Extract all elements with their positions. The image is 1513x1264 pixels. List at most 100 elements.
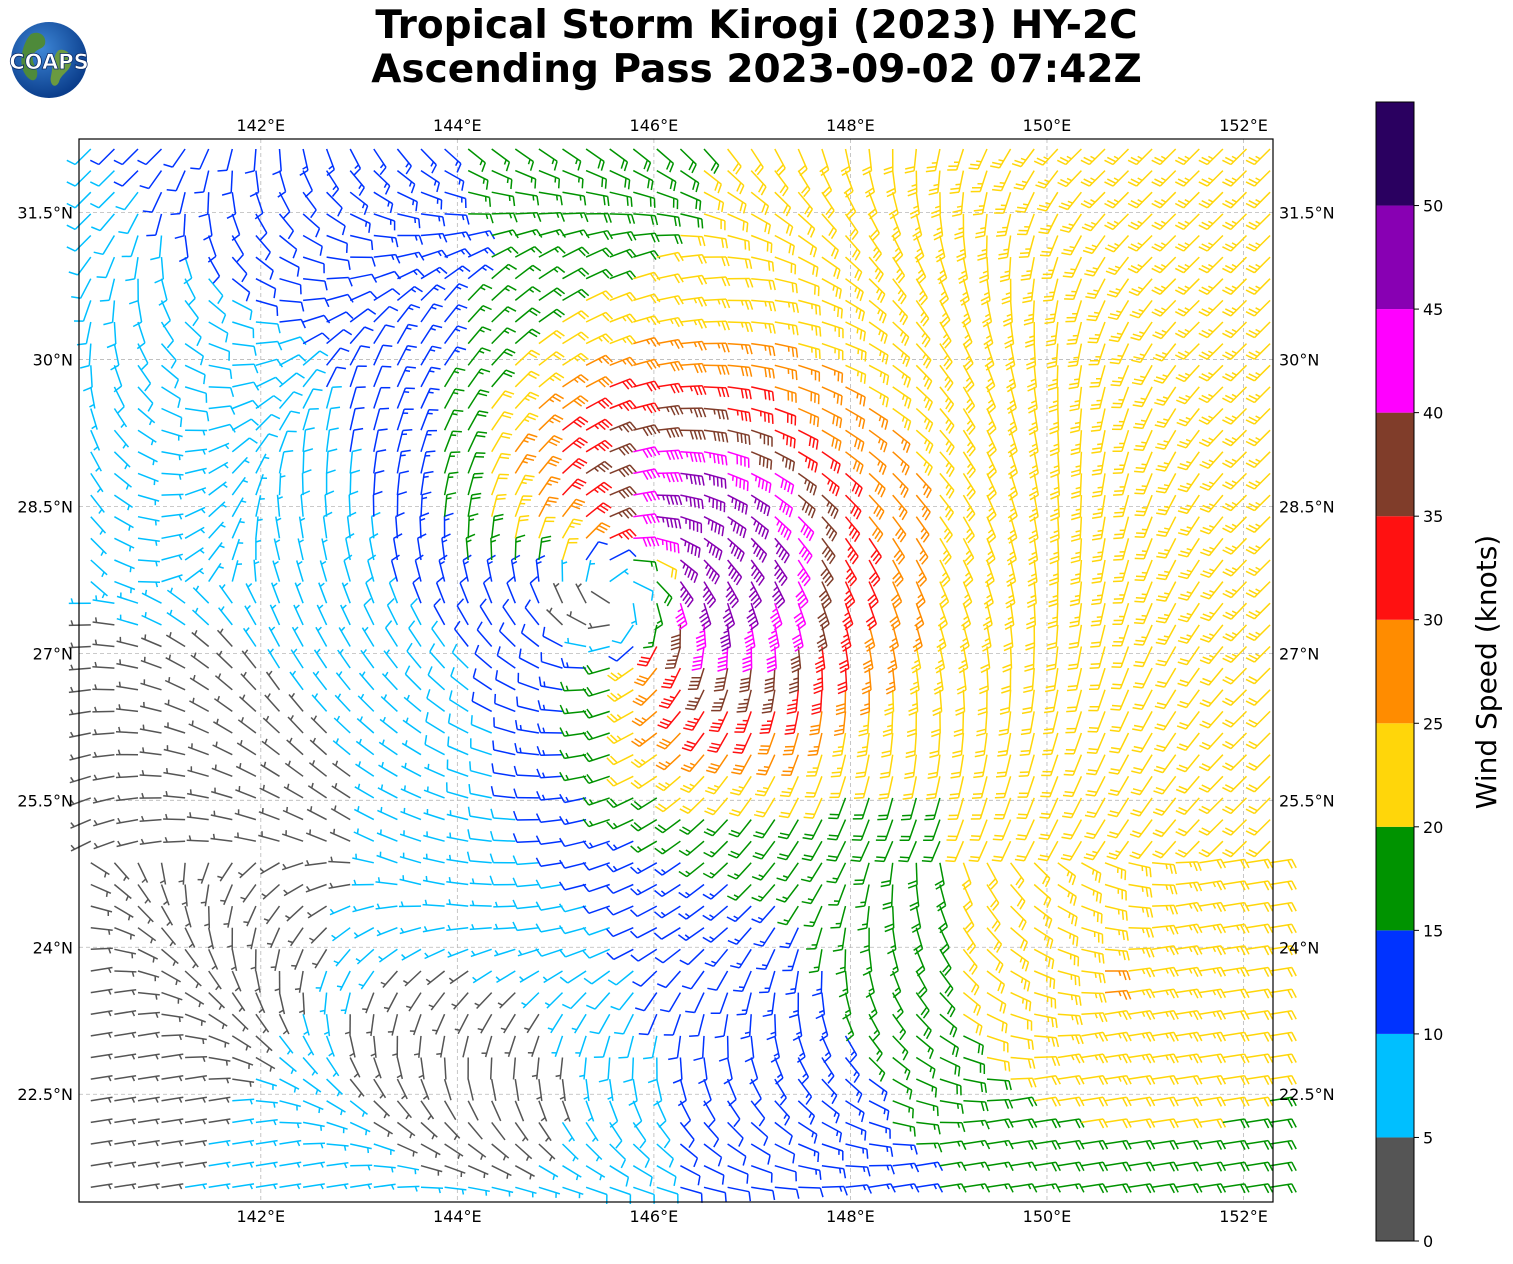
wind-barb bbox=[609, 507, 637, 519]
wind-barb bbox=[1033, 970, 1056, 989]
wind-barb bbox=[443, 409, 464, 431]
wind-barb bbox=[1127, 256, 1153, 274]
wind-barb bbox=[367, 554, 377, 582]
wind-barb bbox=[679, 169, 700, 193]
wind-barb bbox=[643, 1035, 658, 1060]
wind-barb bbox=[275, 516, 282, 539]
wind-barb bbox=[1048, 559, 1059, 586]
wind-barb bbox=[736, 689, 752, 713]
wind-barb bbox=[1151, 1010, 1179, 1021]
wind-barb bbox=[585, 397, 613, 410]
wind-barb bbox=[161, 493, 184, 500]
wind-barb bbox=[585, 169, 608, 189]
wind-barb bbox=[1087, 321, 1106, 344]
wind-barb bbox=[908, 689, 919, 716]
wind-barb bbox=[956, 668, 967, 695]
wind-barb bbox=[213, 695, 233, 713]
wind-barb bbox=[963, 1078, 988, 1093]
wind-barb bbox=[490, 513, 504, 539]
wind-barb bbox=[890, 581, 903, 609]
wind-barb bbox=[1134, 538, 1153, 560]
wind-barb bbox=[986, 862, 999, 890]
wind-barb bbox=[925, 148, 941, 173]
wind-barb bbox=[191, 630, 210, 648]
wind-barb bbox=[287, 927, 304, 947]
wind-barb bbox=[333, 948, 351, 967]
wind-barb bbox=[255, 299, 279, 316]
wind-barb bbox=[1081, 1139, 1109, 1150]
wind-barb bbox=[750, 407, 774, 424]
wind-barb bbox=[1198, 299, 1224, 317]
wind-barb bbox=[797, 516, 815, 542]
wind-barb bbox=[443, 1078, 452, 1101]
wind-barb bbox=[255, 538, 262, 560]
wind-barb bbox=[1153, 754, 1177, 774]
wind-barb bbox=[1085, 278, 1106, 300]
wind-barb bbox=[242, 627, 257, 647]
wind-barb bbox=[868, 256, 884, 283]
lat-tick-label: 27°N bbox=[1279, 644, 1319, 663]
wind-barb bbox=[137, 472, 159, 486]
wind-barb bbox=[309, 737, 328, 756]
wind-barb bbox=[858, 711, 870, 737]
wind-barb bbox=[1034, 1183, 1061, 1193]
wind-barb bbox=[1154, 689, 1177, 710]
wind-barb bbox=[680, 515, 703, 534]
wind-barb bbox=[1222, 689, 1248, 706]
wind-barb bbox=[386, 597, 399, 626]
wind-barb bbox=[654, 905, 681, 919]
wind-barb bbox=[491, 306, 517, 323]
wind-barb bbox=[197, 862, 210, 884]
wind-barb bbox=[538, 148, 558, 171]
wind-barb bbox=[538, 1186, 561, 1198]
wind-barb bbox=[397, 234, 424, 245]
wind-barb bbox=[397, 251, 425, 261]
wind-barb bbox=[114, 1010, 137, 1017]
wind-barb bbox=[357, 693, 375, 712]
wind-barb bbox=[606, 775, 634, 787]
wind-barb bbox=[161, 1118, 184, 1125]
wind-barb bbox=[306, 806, 327, 821]
wind-barb bbox=[750, 1100, 766, 1127]
wind-barb bbox=[685, 992, 705, 1014]
wind-barb bbox=[727, 148, 742, 175]
wind-barb bbox=[231, 517, 245, 539]
wind-barb bbox=[1014, 840, 1035, 862]
wind-barb bbox=[973, 754, 988, 779]
wind-barb bbox=[680, 362, 707, 374]
wind-barb bbox=[1222, 710, 1248, 728]
wind-barb bbox=[1049, 408, 1060, 435]
wind-barb bbox=[963, 1100, 989, 1112]
wind-barb bbox=[892, 429, 911, 454]
wind-barb bbox=[420, 284, 446, 301]
wind-barb bbox=[373, 253, 401, 264]
wind-barb bbox=[161, 1139, 184, 1147]
wind-barb bbox=[837, 668, 848, 695]
wind-barb bbox=[681, 970, 705, 990]
wind-barb bbox=[821, 256, 841, 280]
wind-barb bbox=[349, 213, 371, 233]
wind-barb bbox=[1245, 321, 1271, 339]
wind-barb bbox=[770, 1035, 781, 1063]
wind-barb bbox=[137, 1053, 160, 1060]
wind-barb bbox=[410, 597, 422, 626]
wind-barb bbox=[161, 472, 184, 480]
wind-barb bbox=[420, 1100, 435, 1121]
wind-barb bbox=[562, 1186, 584, 1199]
wind-barb bbox=[703, 1186, 727, 1203]
wind-barb bbox=[302, 191, 317, 219]
wind-barb bbox=[609, 248, 637, 259]
wind-barb bbox=[962, 472, 976, 500]
wind-barb bbox=[845, 451, 864, 475]
wind-barb bbox=[350, 1183, 373, 1190]
wind-barb bbox=[630, 862, 658, 875]
wind-barb bbox=[582, 926, 610, 936]
wind-barb bbox=[1128, 862, 1152, 878]
wind-barb bbox=[906, 711, 918, 738]
wind-barb bbox=[1033, 927, 1054, 949]
wind-barb bbox=[161, 407, 183, 428]
wind-barb bbox=[121, 235, 139, 258]
wind-barb bbox=[963, 1119, 990, 1130]
wind-barb bbox=[845, 407, 866, 430]
wind-barb bbox=[786, 689, 800, 715]
